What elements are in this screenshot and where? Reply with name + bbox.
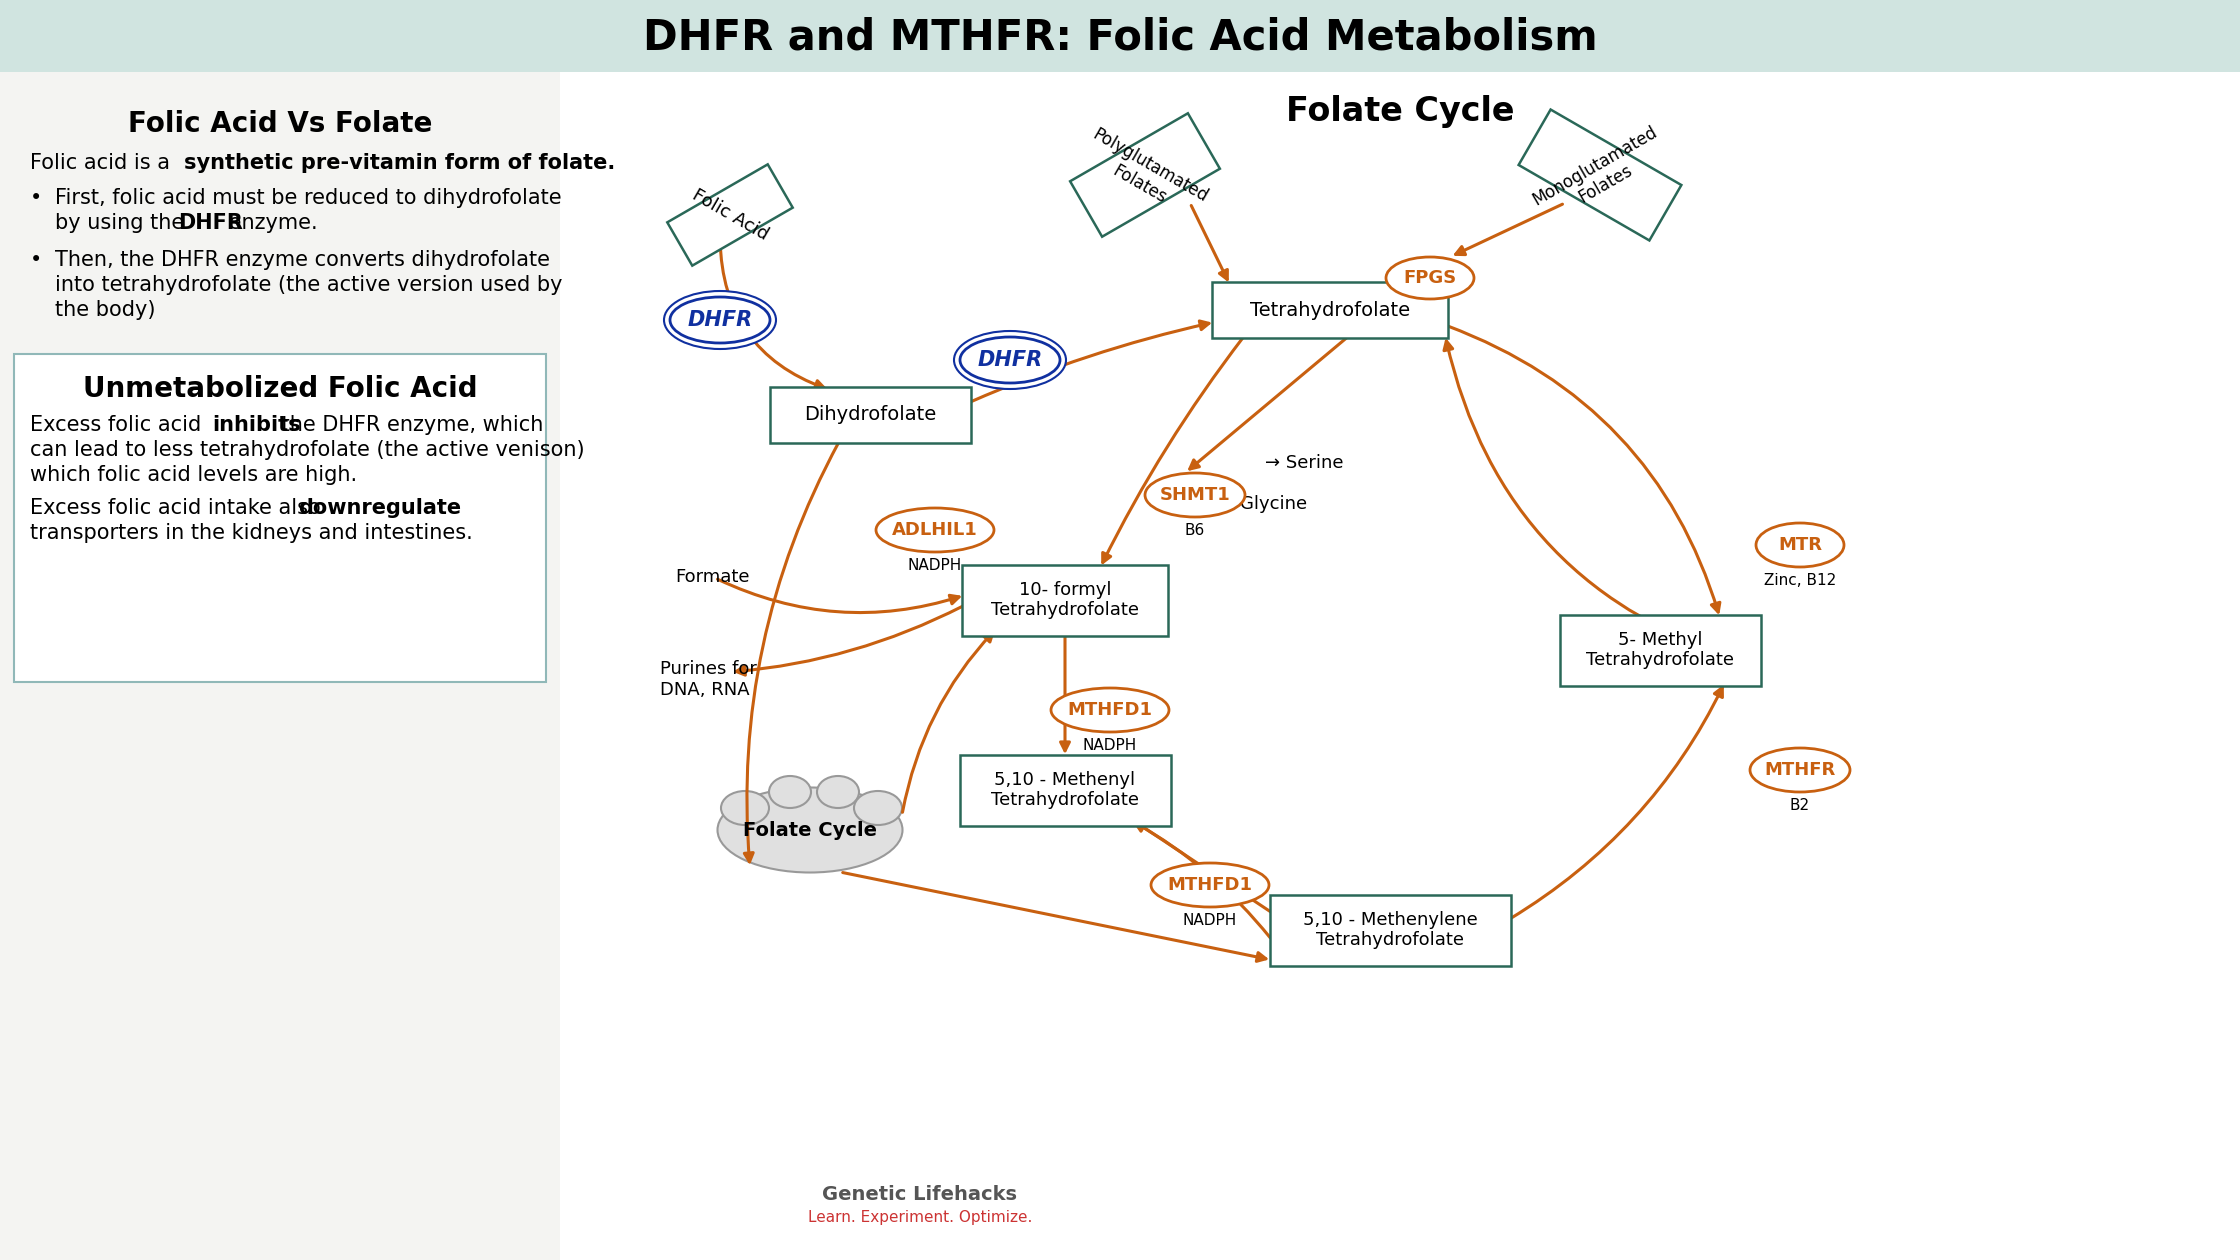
Text: transporters in the kidneys and intestines.: transporters in the kidneys and intestin…	[29, 523, 473, 543]
Text: MTR: MTR	[1779, 536, 1821, 554]
Text: Unmetabolized Folic Acid: Unmetabolized Folic Acid	[83, 375, 477, 403]
Text: DHFR: DHFR	[688, 310, 753, 330]
FancyBboxPatch shape	[961, 564, 1167, 635]
Text: 5- Methyl
Tetrahydrofolate: 5- Methyl Tetrahydrofolate	[1586, 630, 1734, 669]
Text: Formate: Formate	[674, 568, 750, 586]
Ellipse shape	[853, 791, 903, 825]
Text: Folic Acid Vs Folate: Folic Acid Vs Folate	[128, 110, 432, 139]
Text: Dihydrofolate: Dihydrofolate	[804, 406, 936, 425]
FancyBboxPatch shape	[1071, 113, 1221, 237]
Ellipse shape	[1756, 523, 1844, 567]
FancyBboxPatch shape	[771, 387, 970, 444]
Ellipse shape	[876, 508, 995, 552]
Text: → Serine: → Serine	[1266, 454, 1344, 472]
Ellipse shape	[717, 788, 903, 872]
Text: Folic Acid: Folic Acid	[688, 186, 771, 244]
Ellipse shape	[1051, 688, 1169, 732]
Text: Excess folic acid intake also: Excess folic acid intake also	[29, 498, 327, 518]
Ellipse shape	[768, 776, 811, 808]
Text: 5,10 - Methenyl
Tetrahydrofolate: 5,10 - Methenyl Tetrahydrofolate	[990, 771, 1138, 809]
Text: the DHFR enzyme, which: the DHFR enzyme, which	[276, 415, 544, 435]
Text: 5,10 - Methenylene
Tetrahydrofolate: 5,10 - Methenylene Tetrahydrofolate	[1304, 911, 1478, 949]
Text: •: •	[29, 188, 43, 208]
Text: FPGS: FPGS	[1404, 268, 1456, 287]
Ellipse shape	[721, 791, 768, 825]
FancyBboxPatch shape	[13, 354, 547, 682]
Text: B6: B6	[1185, 523, 1205, 538]
Text: into tetrahydrofolate (the active version used by: into tetrahydrofolate (the active versio…	[56, 275, 562, 295]
Text: MTHFD1: MTHFD1	[1167, 876, 1252, 895]
Text: Tetrahydrofolate: Tetrahydrofolate	[1250, 300, 1409, 320]
Text: Then, the DHFR enzyme converts dihydrofolate: Then, the DHFR enzyme converts dihydrofo…	[56, 249, 551, 270]
Text: Learn. Experiment. Optimize.: Learn. Experiment. Optimize.	[809, 1210, 1033, 1225]
Text: DHFR: DHFR	[977, 350, 1042, 370]
Text: downregulate: downregulate	[298, 498, 461, 518]
Ellipse shape	[961, 336, 1060, 383]
Text: NADPH: NADPH	[1082, 738, 1138, 753]
Text: First, folic acid must be reduced to dihydrofolate: First, folic acid must be reduced to dih…	[56, 188, 562, 208]
Text: Glycine: Glycine	[1241, 495, 1308, 513]
Text: can lead to less tetrahydrofolate (the active venison): can lead to less tetrahydrofolate (the a…	[29, 440, 585, 460]
Text: enzyme.: enzyme.	[222, 213, 318, 233]
FancyBboxPatch shape	[0, 0, 2240, 72]
FancyBboxPatch shape	[0, 72, 560, 1260]
Text: Folic acid is a: Folic acid is a	[29, 152, 177, 173]
Ellipse shape	[1749, 748, 1850, 793]
Ellipse shape	[1151, 863, 1270, 907]
FancyBboxPatch shape	[668, 164, 793, 266]
Text: B2: B2	[1790, 798, 1810, 813]
FancyBboxPatch shape	[959, 755, 1172, 825]
Text: Folate Cycle: Folate Cycle	[744, 820, 878, 839]
Text: 10- formyl
Tetrahydrofolate: 10- formyl Tetrahydrofolate	[990, 581, 1138, 620]
Text: NADPH: NADPH	[1183, 914, 1236, 929]
Text: NADPH: NADPH	[907, 558, 963, 573]
Text: Polyglutamated
Folates: Polyglutamated Folates	[1080, 126, 1212, 224]
Ellipse shape	[670, 297, 771, 343]
FancyBboxPatch shape	[1559, 615, 1761, 685]
Ellipse shape	[818, 776, 858, 808]
Text: SHMT1: SHMT1	[1160, 486, 1230, 504]
Text: •: •	[29, 249, 43, 270]
Text: Purines for
DNA, RNA: Purines for DNA, RNA	[661, 660, 757, 699]
Text: Zinc, B12: Zinc, B12	[1763, 573, 1837, 588]
Ellipse shape	[1387, 257, 1474, 299]
Text: Excess folic acid: Excess folic acid	[29, 415, 208, 435]
Text: Genetic Lifehacks: Genetic Lifehacks	[822, 1184, 1017, 1205]
FancyBboxPatch shape	[560, 72, 2240, 1260]
Text: Folate Cycle: Folate Cycle	[1286, 94, 1514, 129]
Text: inhibits: inhibits	[213, 415, 300, 435]
Text: MTHFD1: MTHFD1	[1068, 701, 1154, 719]
Ellipse shape	[954, 331, 1066, 389]
Text: MTHFR: MTHFR	[1765, 761, 1835, 779]
Text: Monoglutamated
Folates: Monoglutamated Folates	[1530, 123, 1671, 227]
Ellipse shape	[1145, 472, 1245, 517]
FancyBboxPatch shape	[1270, 895, 1510, 965]
Text: which folic acid levels are high.: which folic acid levels are high.	[29, 465, 356, 485]
FancyBboxPatch shape	[1519, 110, 1682, 241]
Ellipse shape	[663, 291, 775, 349]
Text: ADLHIL1: ADLHIL1	[892, 520, 979, 539]
Text: the body): the body)	[56, 300, 155, 320]
FancyBboxPatch shape	[1212, 282, 1447, 338]
Text: synthetic pre-vitamin form of folate.: synthetic pre-vitamin form of folate.	[184, 152, 616, 173]
Text: DHFR and MTHFR: Folic Acid Metabolism: DHFR and MTHFR: Folic Acid Metabolism	[643, 16, 1597, 59]
Text: by using the: by using the	[56, 213, 190, 233]
Text: DHFR: DHFR	[177, 213, 242, 233]
